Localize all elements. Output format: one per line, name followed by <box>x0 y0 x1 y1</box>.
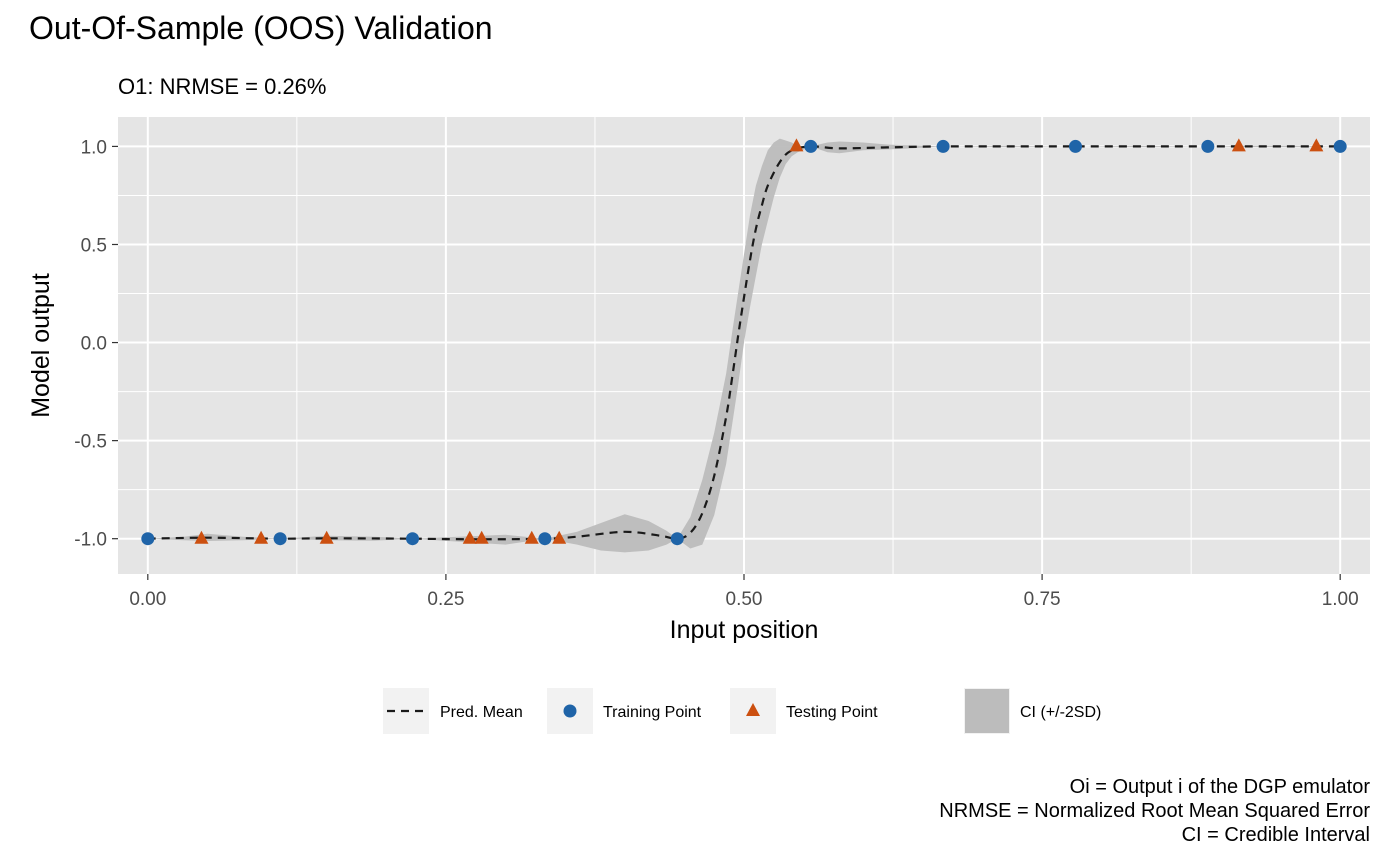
legend-label-band: CI (+/-2SD) <box>1020 704 1101 721</box>
training-point <box>804 139 818 153</box>
caption-line-ci: CI = Credible Interval <box>1181 824 1370 846</box>
training-point <box>670 532 684 546</box>
training-point <box>141 532 155 546</box>
y-axis-title: Model output <box>27 273 55 418</box>
training-point <box>1068 139 1082 153</box>
x-tick-label: 0.75 <box>1024 589 1061 610</box>
testing-point <box>462 530 477 544</box>
legend-label-testing: Testing Point <box>786 704 878 721</box>
legend-key-testing <box>746 703 760 716</box>
legend-label-mean: Pred. Mean <box>440 704 523 721</box>
training-point <box>538 532 552 546</box>
testing-point <box>1231 138 1246 152</box>
legend-key-band <box>965 689 1009 733</box>
x-tick-label: 1.00 <box>1322 589 1359 610</box>
testing-point <box>789 138 804 152</box>
y-tick-label: -1.0 <box>74 530 107 551</box>
legend-key-training <box>563 704 577 718</box>
legend-item-testing: Testing Point <box>730 688 878 734</box>
chart-title: Out-Of-Sample (OOS) Validation <box>29 10 493 46</box>
x-tick-label: 0.50 <box>726 589 763 610</box>
x-tick-label: 0.25 <box>427 589 464 610</box>
testing-point <box>319 530 334 544</box>
legend-item-training: Training Point <box>547 688 702 734</box>
x-axis-title: Input position <box>670 616 819 644</box>
testing-point <box>552 530 567 544</box>
testing-point <box>254 530 269 544</box>
y-tick-label: 0.0 <box>81 334 107 355</box>
testing-point <box>474 530 489 544</box>
training-point <box>1333 139 1347 153</box>
y-tick-label: 1.0 <box>81 137 107 158</box>
training-point <box>1201 139 1215 153</box>
caption-line-oi: Oi = Output i of the DGP emulator <box>1069 776 1370 798</box>
x-tick-label: 0.00 <box>129 589 166 610</box>
training-point <box>406 532 420 546</box>
caption: Oi = Output i of the DGP emulator NRMSE … <box>939 775 1370 847</box>
testing-point <box>194 530 209 544</box>
training-point <box>936 139 950 153</box>
training-point <box>273 532 287 546</box>
legend-label-training: Training Point <box>603 704 702 721</box>
caption-line-nrmse: NRMSE = Normalized Root Mean Squared Err… <box>939 800 1370 822</box>
legend-item-band: CI (+/-2SD) <box>964 688 1101 734</box>
chart-subtitle: O1: NRMSE = 0.26% <box>118 74 327 99</box>
testing-point <box>524 530 539 544</box>
y-tick-label: 0.5 <box>81 235 107 256</box>
y-tick-label: -0.5 <box>74 432 107 453</box>
legend-item-mean: Pred. Mean <box>383 688 523 734</box>
testing-point <box>1309 138 1324 152</box>
